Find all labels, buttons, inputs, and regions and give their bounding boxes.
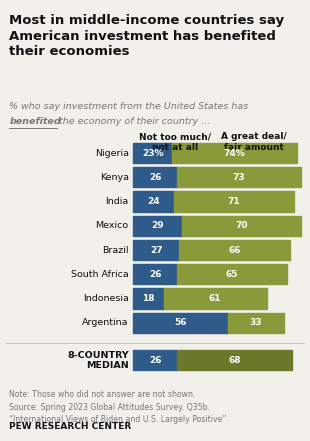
Text: % who say investment from the United States has: % who say investment from the United Sta…: [9, 102, 249, 111]
Text: 23%: 23%: [142, 149, 163, 157]
Text: 74%: 74%: [224, 149, 246, 157]
Text: 66: 66: [228, 246, 241, 254]
Bar: [133, 240, 179, 260]
Text: 68: 68: [228, 356, 241, 365]
Text: South Africa: South Africa: [71, 270, 129, 279]
Text: 33: 33: [250, 318, 262, 327]
Bar: [228, 313, 284, 333]
Text: Brazil: Brazil: [102, 246, 129, 254]
Bar: [133, 216, 182, 236]
Bar: [177, 167, 301, 187]
Text: 18: 18: [142, 294, 155, 303]
Text: PEW RESEARCH CENTER: PEW RESEARCH CENTER: [9, 422, 131, 431]
Bar: [133, 350, 177, 370]
Text: Argentina: Argentina: [82, 318, 129, 327]
Text: 27: 27: [150, 246, 162, 254]
Bar: [177, 350, 292, 370]
Text: 29: 29: [152, 221, 164, 230]
Bar: [133, 191, 174, 212]
Bar: [179, 240, 290, 260]
Text: 71: 71: [228, 197, 240, 206]
Bar: [172, 143, 297, 163]
Text: Mexico: Mexico: [95, 221, 129, 230]
Bar: [164, 288, 267, 309]
Text: the economy of their country …: the economy of their country …: [56, 117, 211, 126]
Text: Nigeria: Nigeria: [95, 149, 129, 157]
Text: 26: 26: [149, 270, 162, 279]
Text: 65: 65: [226, 270, 238, 279]
Bar: [133, 143, 172, 163]
Text: Indonesia: Indonesia: [83, 294, 129, 303]
Text: A great deal/
fair amount: A great deal/ fair amount: [221, 132, 287, 152]
Text: Note: Those who did not answer are not shown.
Source: Spring 2023 Global Attitud: Note: Those who did not answer are not s…: [9, 390, 227, 424]
Bar: [133, 313, 228, 333]
Text: 24: 24: [147, 197, 160, 206]
Bar: [133, 288, 164, 309]
Text: 26: 26: [149, 356, 162, 365]
Text: 73: 73: [232, 173, 245, 182]
Bar: [133, 264, 177, 284]
Text: Most in middle-income countries say
American investment has benefited
their econ: Most in middle-income countries say Amer…: [9, 14, 285, 58]
Text: 8-COUNTRY
MEDIAN: 8-COUNTRY MEDIAN: [67, 351, 129, 370]
Text: 26: 26: [149, 173, 162, 182]
Text: 56: 56: [174, 318, 187, 327]
Text: India: India: [105, 197, 129, 206]
Text: Kenya: Kenya: [100, 173, 129, 182]
Text: 61: 61: [209, 294, 221, 303]
Bar: [133, 167, 177, 187]
Text: 70: 70: [235, 221, 248, 230]
Text: Not too much/
not at all: Not too much/ not at all: [139, 132, 211, 152]
Bar: [174, 191, 294, 212]
Text: benefited: benefited: [9, 117, 61, 126]
Bar: [177, 264, 287, 284]
Bar: [182, 216, 301, 236]
